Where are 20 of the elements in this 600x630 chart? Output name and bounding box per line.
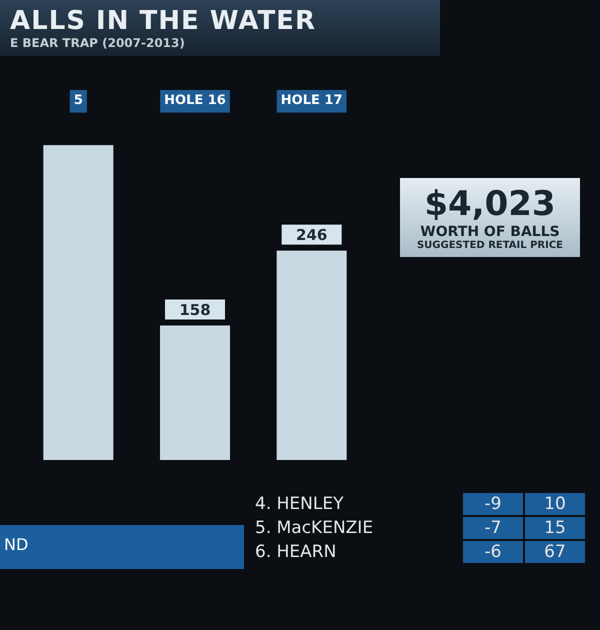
chart-subtitle: E BEAR TRAP (2007-2013) (10, 36, 186, 50)
text: $4,023 (423, 184, 557, 224)
text: 4. HENLEY (255, 494, 344, 514)
data-label: 246 (296, 226, 328, 244)
text: ND (0, 525, 244, 569)
text: 5. MacKENZIE (255, 518, 374, 538)
text: WORTH OF BALLS (419, 224, 561, 240)
text: -9 (463, 493, 523, 515)
text: 10 (525, 493, 585, 515)
text: SUGGESTED RETAIL PRICE (416, 240, 564, 251)
text: 6. HEARN (255, 542, 338, 562)
x-tick-label: HOLE 16 (164, 93, 226, 108)
x-tick-label: HOLE 17 (280, 93, 343, 108)
text: 67 (525, 541, 585, 563)
text: 15 (525, 517, 585, 539)
text: -6 (463, 541, 523, 563)
text: -7 (463, 517, 523, 539)
data-label: 158 (179, 300, 211, 319)
chart-title: ALLS IN THE WATER (10, 6, 317, 36)
x-tick-label: 5 (74, 93, 83, 108)
